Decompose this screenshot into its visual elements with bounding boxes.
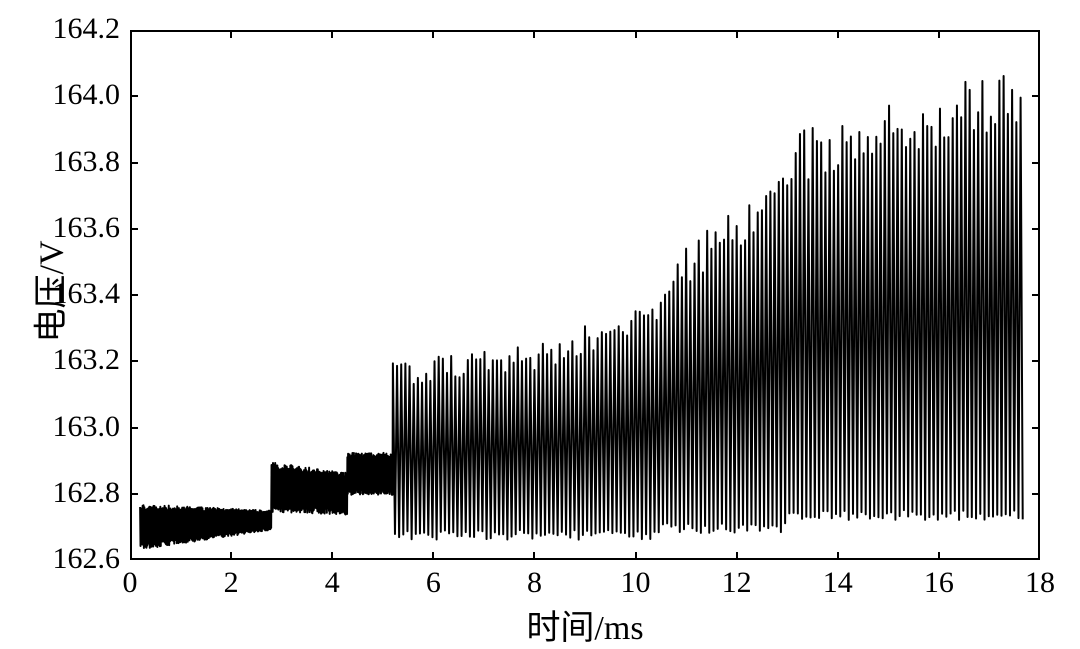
y-tick-mark [1032,360,1040,362]
x-tick-mark [635,30,637,38]
voltage-time-chart: 电压/V 时间/ms 162.6162.8163.0163.2163.4163.… [0,0,1080,644]
x-axis-label: 时间/ms [526,600,643,649]
y-tick-mark [130,162,138,164]
x-tick-label: 6 [426,566,441,600]
y-tick-mark [130,427,138,429]
voltage-trace [140,76,1023,548]
x-tick-label: 0 [123,566,138,600]
x-tick-label: 10 [621,566,651,600]
y-tick-mark [1032,493,1040,495]
y-tick-mark [130,493,138,495]
y-tick-label: 164.0 [53,78,121,112]
x-tick-mark [331,30,333,38]
y-tick-label: 162.6 [53,542,121,576]
x-tick-mark [432,552,434,560]
y-tick-label: 163.0 [53,410,121,444]
y-tick-label: 163.4 [53,277,121,311]
y-tick-mark [1032,95,1040,97]
x-tick-label: 18 [1025,566,1055,600]
x-tick-mark [432,30,434,38]
x-tick-label: 8 [527,566,542,600]
x-tick-label: 16 [924,566,954,600]
x-tick-mark [837,552,839,560]
y-tick-label: 163.2 [53,343,121,377]
y-tick-label: 163.6 [53,211,121,245]
signal-line [0,0,1080,644]
y-tick-mark [130,95,138,97]
x-tick-label: 2 [224,566,239,600]
y-tick-mark [130,228,138,230]
y-tick-mark [1032,162,1040,164]
x-tick-mark [938,30,940,38]
x-tick-mark [533,552,535,560]
x-tick-mark [230,30,232,38]
y-tick-label: 163.8 [53,145,121,179]
x-tick-label: 14 [823,566,853,600]
y-tick-label: 164.2 [53,12,121,46]
x-tick-mark [938,552,940,560]
x-tick-mark [736,30,738,38]
x-tick-mark [331,552,333,560]
y-tick-mark [130,360,138,362]
y-tick-mark [1032,294,1040,296]
y-tick-mark [1032,427,1040,429]
x-tick-label: 4 [325,566,340,600]
x-tick-mark [230,552,232,560]
x-tick-mark [635,552,637,560]
y-tick-mark [1032,228,1040,230]
y-tick-mark [130,294,138,296]
x-tick-mark [533,30,535,38]
x-tick-mark [837,30,839,38]
x-tick-mark [736,552,738,560]
y-tick-label: 162.8 [53,476,121,510]
x-tick-label: 12 [722,566,752,600]
